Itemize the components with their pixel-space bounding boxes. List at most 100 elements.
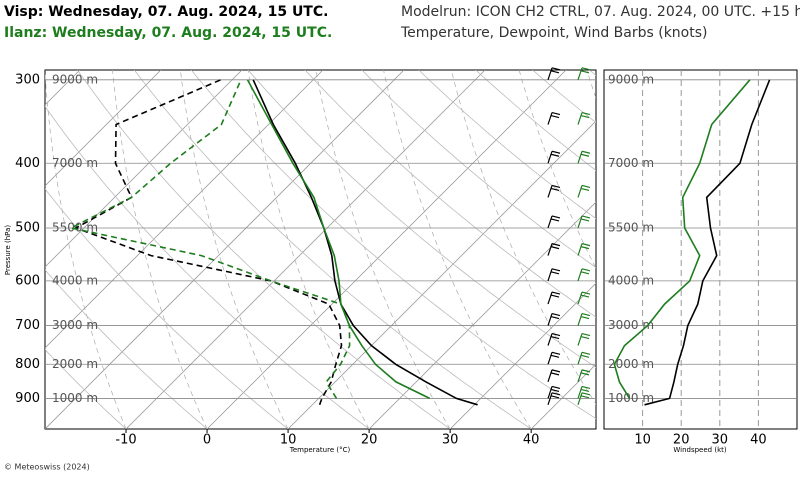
x-tick-label: 0: [203, 433, 211, 448]
moist-adiabat: [247, 70, 370, 429]
height-label: 2000 m: [608, 357, 654, 371]
profile-line: [252, 79, 478, 406]
dry-adiabat: [532, 70, 596, 124]
height-label: 7000 m: [608, 156, 654, 170]
height-label: 1000 m: [52, 391, 98, 405]
x-tick-label: 20: [673, 433, 690, 448]
dry-adiabat: [45, 349, 127, 429]
height-label: 5500 m: [608, 220, 654, 234]
height-label: 4000 m: [52, 273, 98, 287]
y-axis-label: Pressure (hPa): [4, 225, 12, 275]
moist-adiabat: [518, 70, 596, 270]
dry-adiabat: [45, 105, 370, 429]
wind-barb: [547, 369, 561, 383]
wind-barb: [577, 243, 591, 256]
wind-barb: [547, 385, 561, 399]
dry-adiabat: [45, 188, 289, 429]
wind-line: [644, 79, 771, 406]
profiles: [68, 79, 478, 406]
isotherm: [368, 201, 596, 429]
wind-barb: [577, 184, 591, 198]
moist-adiabat: [655, 70, 800, 429]
moist-adiabat: [179, 70, 289, 429]
y-tick-label: 600: [15, 273, 40, 288]
moist-adiabat: [112, 70, 208, 429]
background-lines: [604, 70, 797, 429]
plot-frame: [44, 69, 597, 430]
wind-barb: [547, 184, 561, 198]
y-tick-label: 700: [15, 318, 40, 333]
dry-adiabat: [133, 70, 532, 429]
x-tick-label: 40: [523, 433, 540, 448]
plot-frame: [603, 69, 798, 430]
wind-barb: [577, 111, 591, 125]
background-lines: [45, 70, 800, 429]
isotherm: [287, 120, 596, 429]
dry-adiabat: [77, 70, 451, 429]
moist-adiabat: [315, 70, 451, 429]
height-label: 7000 m: [52, 156, 98, 170]
dry-adiabat: [361, 70, 596, 269]
wind-barb: [577, 215, 591, 229]
y-tick-label: 800: [15, 357, 40, 372]
dry-adiabat: [418, 70, 596, 220]
x-tick-label: 30: [442, 433, 459, 448]
x-tick-label: 10: [634, 433, 651, 448]
profiles: [613, 79, 771, 406]
wind-barb: [577, 332, 591, 346]
isotherm: [449, 282, 596, 429]
footer: © Meteoswiss (2024): [4, 463, 90, 472]
dry-adiabat: [190, 70, 596, 420]
dry-adiabat: [475, 70, 596, 171]
wind-barb: [577, 291, 591, 305]
isotherm: [125, 70, 486, 429]
moist-adiabat: [586, 70, 596, 100]
isotherm: [45, 70, 405, 429]
x-tick-label: 10: [280, 433, 297, 448]
wind-barb: [577, 385, 591, 399]
height-label: 3000 m: [52, 318, 98, 332]
wind-barb: [547, 392, 561, 406]
isotherm: [45, 70, 162, 187]
dry-adiabat: [589, 70, 596, 76]
wind-barb: [577, 351, 591, 365]
wind-barb: [547, 111, 561, 125]
wind-barb: [577, 312, 591, 326]
dry-adiabat: [304, 70, 596, 318]
height-label: 3000 m: [608, 318, 654, 332]
wind-barb: [547, 351, 561, 365]
x-axis-label: Windspeed (kt): [673, 446, 726, 454]
x-tick-label: -10: [115, 433, 136, 448]
wind-barb: [577, 369, 591, 383]
x-tick-label: 30: [712, 433, 729, 448]
title-visp: Visp: Wednesday, 07. Aug. 2024, 15 UTC.: [4, 4, 328, 20]
wind-barb: [547, 332, 561, 346]
profile-line: [68, 79, 351, 399]
dry-adiabat: [247, 70, 596, 368]
x-axis-label: Temperature (°C): [289, 446, 351, 454]
wind-barb: [547, 150, 561, 164]
wind-barbs: [547, 67, 591, 406]
moist-adiabat: [45, 70, 127, 429]
y-tick-label: 900: [15, 391, 40, 406]
subtitle: Temperature, Dewpoint, Wind Barbs (knots…: [400, 25, 708, 41]
moist-adiabat: [722, 70, 800, 429]
modelrun: Modelrun: ICON CH2 CTRL, 07. Aug. 2024, …: [401, 4, 800, 20]
wind-barb: [547, 291, 561, 305]
isotherm: [45, 70, 243, 268]
isotherm: [612, 70, 800, 429]
wind-barb: [577, 150, 591, 164]
height-label: 9000 m: [608, 72, 654, 86]
height-label: 9000 m: [52, 72, 98, 86]
y-tick-label: 500: [15, 220, 40, 235]
dry-adiabat: [45, 269, 208, 429]
wind-barb: [577, 268, 591, 282]
x-tick-label: 40: [750, 433, 767, 448]
dry-adiabat: [646, 70, 800, 429]
wind-barb: [547, 268, 561, 282]
wind-barb: [547, 243, 561, 256]
moist-adiabat: [450, 70, 596, 405]
wind-barb: [547, 67, 561, 81]
